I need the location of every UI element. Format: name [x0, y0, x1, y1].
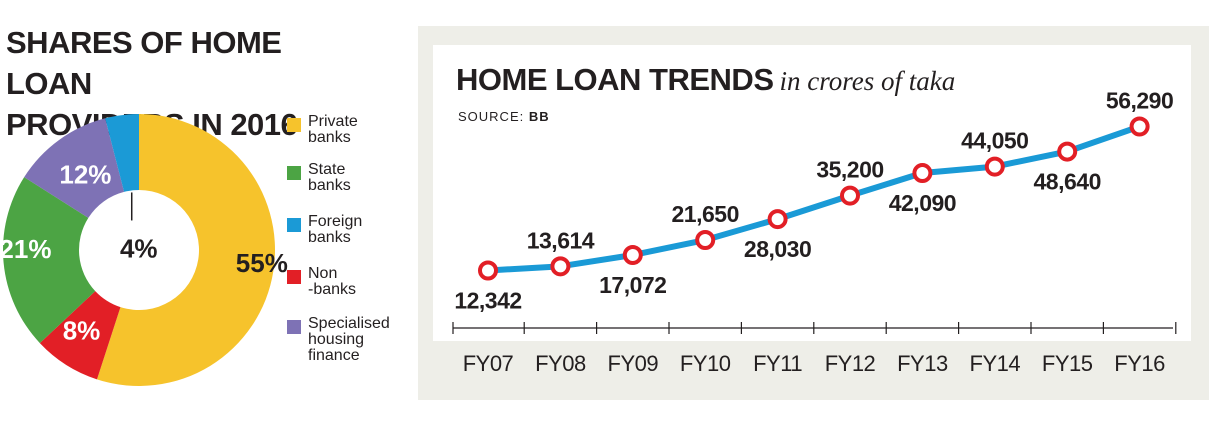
donut-slice-private-banks: [96, 114, 276, 387]
x-tick-label-fy16: FY16: [1114, 351, 1165, 376]
x-tick-label-fy08: FY08: [535, 351, 586, 376]
data-label-fy13: 42,090: [889, 190, 956, 216]
data-label-fy16: 56,290: [1106, 88, 1173, 114]
series-line: [487, 123, 1141, 274]
data-point-fy15: [1057, 141, 1078, 162]
donut-value-label-non-banks: 8%: [63, 316, 101, 346]
x-tick-label-fy14: FY14: [970, 351, 1021, 376]
donut-value-label-specialised-housing-finance: 12%: [59, 160, 111, 190]
line-chart-plot-area: [433, 45, 1191, 341]
line-chart-subtitle: in crores of taka: [779, 66, 956, 96]
donut-slice-non-banks: [39, 291, 121, 380]
x-tick-label-fy15: FY15: [1042, 351, 1093, 376]
data-label-fy14: 44,050: [961, 128, 1028, 154]
legend-swatch-non-banks: [287, 270, 301, 284]
source-label: SOURCE:: [458, 109, 525, 124]
legend-swatch-private-banks: [287, 118, 301, 132]
data-point-fy14: [984, 156, 1005, 177]
donut-value-label-foreign-banks: 4%: [120, 233, 158, 263]
source-note: SOURCE: BB: [458, 109, 550, 124]
x-tick-label-fy09: FY09: [608, 351, 659, 376]
donut-slice-foreign-banks: [105, 114, 139, 192]
legend-swatch-foreign-banks: [287, 218, 301, 232]
data-point-fy07: [478, 260, 498, 281]
legend-item-state-banks: State banks: [287, 162, 407, 214]
legend-item-specialised-housing-finance: Specialised housing finance: [287, 316, 407, 376]
data-label-fy15: 48,640: [1034, 169, 1101, 195]
legend-label-specialised-housing-finance: Specialised housing finance: [308, 315, 390, 364]
source-value: BB: [528, 109, 550, 124]
legend-item-foreign-banks: Foreign banks: [287, 214, 407, 266]
data-point-fy10: [695, 230, 716, 251]
x-tick-label-fy11: FY11: [753, 351, 802, 376]
data-label-fy11: 28,030: [744, 236, 811, 262]
line-chart-title-block: HOME LOAN TRENDS in crores of taka: [456, 62, 955, 98]
donut-slice-specialised-housing-finance: [24, 118, 125, 218]
legend-swatch-state-banks: [287, 166, 301, 180]
data-label-fy09: 17,072: [599, 272, 666, 298]
data-label-fy12: 35,200: [816, 157, 883, 183]
donut-value-label-state-banks: 21%: [0, 234, 51, 264]
data-point-fy08: [550, 256, 571, 277]
pie-chart: 55% 8% 21% 12% 4%: [0, 114, 288, 387]
legend-label-foreign-banks: Foreign banks: [308, 213, 363, 246]
legend-label-private-banks: Private banks: [308, 113, 358, 146]
donut-value-label-private-banks: 55%: [236, 248, 288, 278]
x-tick-label-fy13: FY13: [897, 351, 948, 376]
data-point-fy12: [840, 185, 860, 206]
donut-slice-state-banks: [2, 177, 96, 344]
data-point-fy13: [912, 163, 933, 184]
legend-item-private-banks: Private banks: [287, 114, 407, 162]
data-label-fy07: 12,342: [454, 288, 521, 314]
x-tick-label-fy07: FY07: [463, 351, 514, 376]
x-tick-label-fy12: FY12: [825, 351, 876, 376]
pie-legend: Private banks State banks Foreign banks …: [287, 114, 407, 376]
legend-item-non-banks: Non -banks: [287, 266, 407, 316]
data-label-fy08: 13,614: [527, 227, 595, 253]
legend-label-non-banks: Non -banks: [308, 265, 357, 298]
data-point-fy16: [1129, 116, 1150, 137]
x-tick-label-fy10: FY10: [680, 351, 731, 376]
legend-swatch-specialised-housing-finance: [287, 320, 301, 334]
legend-label-state-banks: State banks: [308, 161, 351, 194]
data-point-fy11: [767, 209, 788, 230]
data-label-fy10: 21,650: [672, 201, 739, 227]
line-chart-title: HOME LOAN TRENDS: [456, 62, 774, 97]
data-point-fy09: [622, 245, 643, 266]
